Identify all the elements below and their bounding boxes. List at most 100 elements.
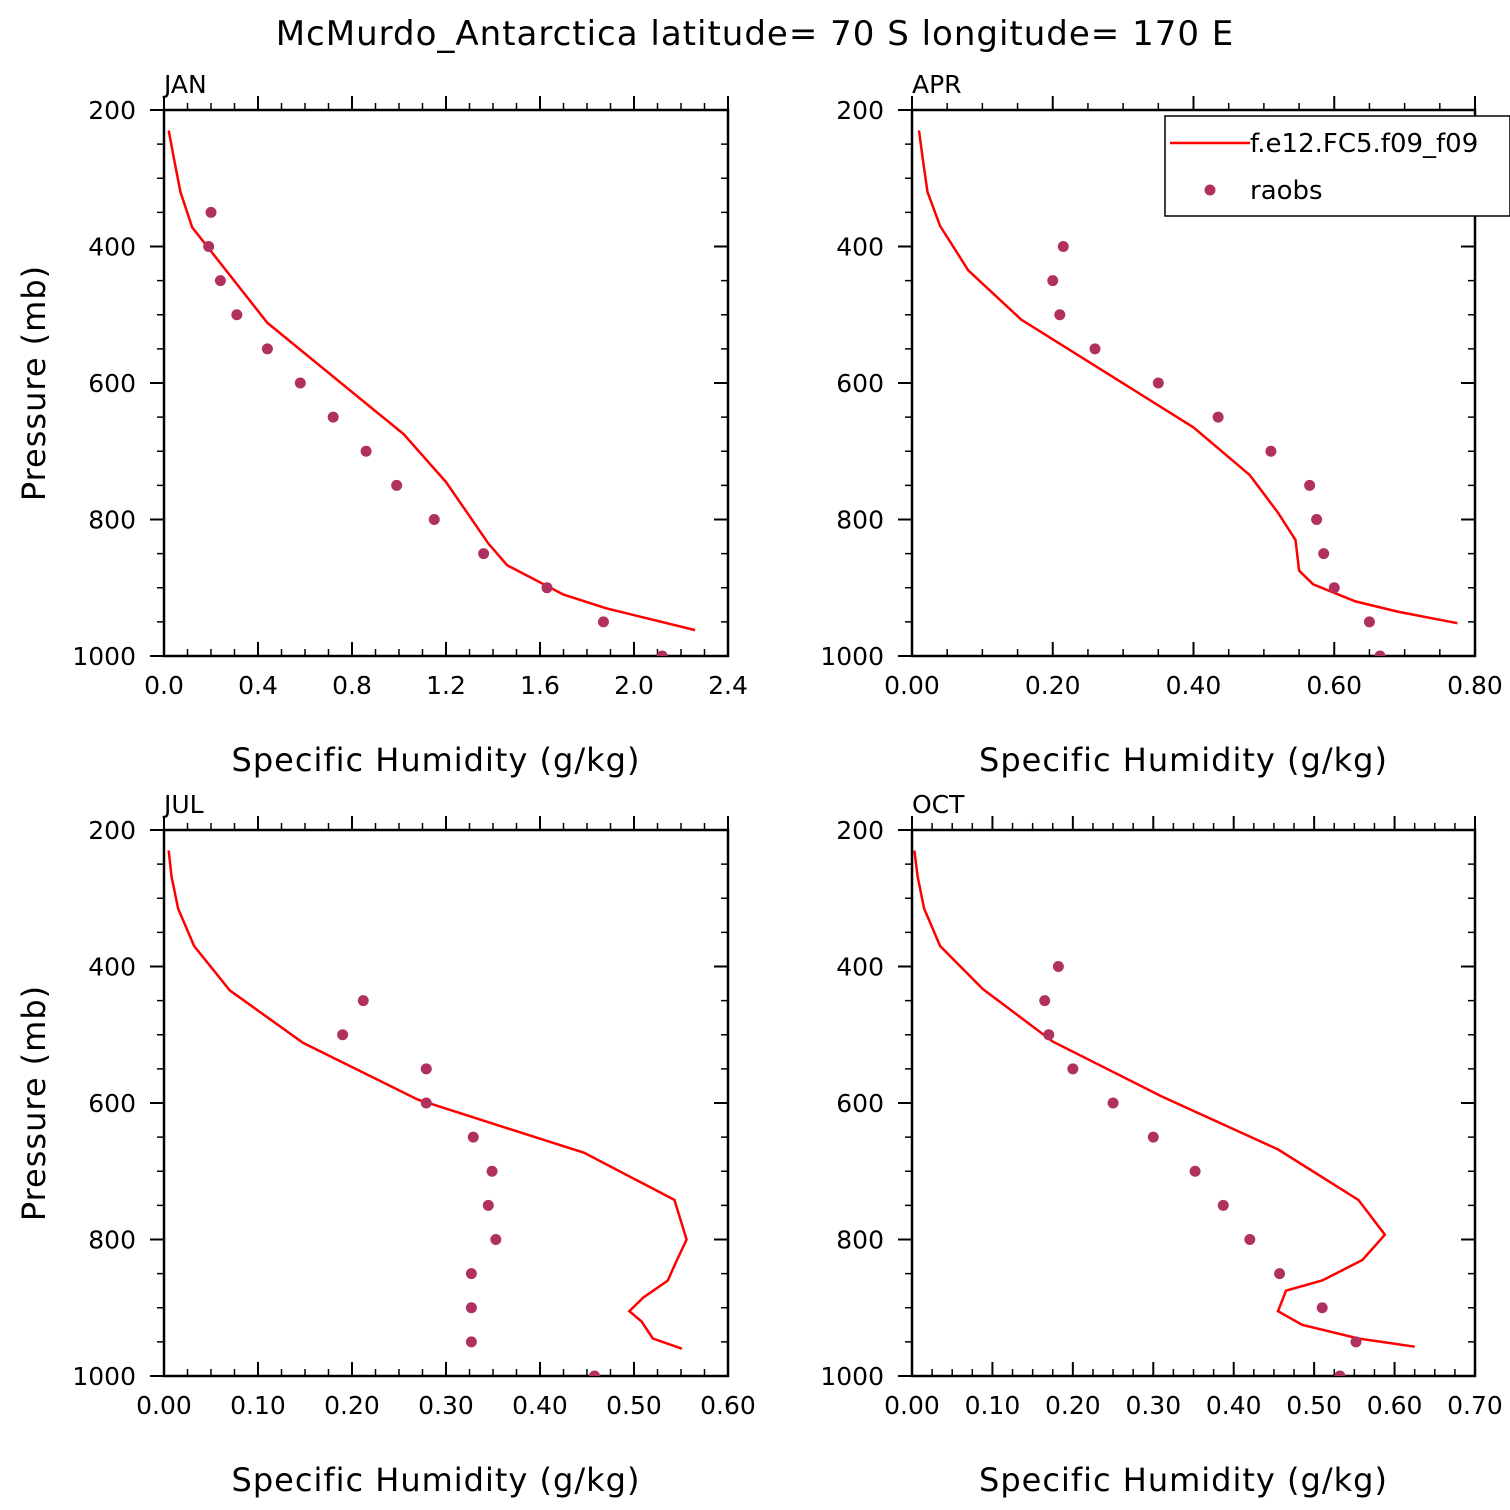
- model-line: [167, 130, 696, 632]
- x-tick-label: 0.4: [238, 671, 278, 700]
- obs-point: [337, 1029, 349, 1041]
- x-tick-label: 0.20: [1045, 1391, 1101, 1420]
- panel-label: JUL: [162, 790, 204, 819]
- obs-point: [357, 995, 369, 1007]
- obs-point: [1057, 241, 1069, 252]
- obs-point: [360, 445, 372, 457]
- obs-point: [1152, 377, 1164, 389]
- obs-point: [294, 377, 306, 389]
- x-tick-label: 0.40: [1166, 671, 1222, 700]
- obs-point: [203, 241, 215, 252]
- obs-point: [420, 1097, 432, 1109]
- obs-point: [1311, 514, 1323, 525]
- panel-jan: JAN 0.0 0.4 0.8 1.2 1.6 2.0 2.4 200 400 600 800 1000…: [15, 70, 748, 779]
- obs-point: [1039, 995, 1051, 1007]
- obs-point: [1244, 1234, 1256, 1245]
- x-axis-label: Specific Humidity (g/kg): [232, 1461, 641, 1499]
- obs-point: [214, 275, 226, 287]
- obs-point: [391, 479, 403, 491]
- x-tick-label: 1.6: [520, 671, 560, 700]
- y-tick-label: 600: [88, 1089, 136, 1118]
- obs-point: [1318, 548, 1330, 560]
- y-tick-label: 200: [88, 816, 136, 845]
- y-tick-label: 400: [836, 233, 884, 262]
- obs-point: [1212, 411, 1224, 423]
- plot-frame: [162, 108, 730, 658]
- obs-point: [1043, 1029, 1055, 1041]
- obs-point: [1089, 343, 1101, 355]
- y-tick-label: 600: [836, 369, 884, 398]
- legend-obs-label: raobs: [1250, 176, 1323, 206]
- x-tick-label: 0.60: [1306, 671, 1362, 700]
- x-tick-label: 0.40: [1206, 1391, 1262, 1420]
- x-tick-label: 0.0: [144, 671, 184, 700]
- x-tick-label: 0.20: [324, 1391, 380, 1420]
- y-tick-label: 1000: [820, 642, 884, 671]
- panel-apr: APR 0.00 0.20 0.40 0.60 0.80 200 400 600 800 1000 S…: [820, 70, 1510, 779]
- obs-point: [1054, 309, 1066, 321]
- series-group: [917, 130, 1458, 656]
- series-group: [167, 850, 688, 1376]
- y-tick-label: 200: [88, 96, 136, 125]
- x-tick-label: 0.00: [136, 1391, 192, 1420]
- obs-point: [541, 582, 553, 594]
- x-tick-label: 2.0: [614, 671, 654, 700]
- obs-point: [597, 616, 609, 628]
- obs-point: [1374, 650, 1386, 656]
- y-tick-label: 800: [836, 1226, 884, 1255]
- obs-point: [420, 1063, 432, 1075]
- obs-point: [1189, 1165, 1201, 1177]
- y-tick-label: 200: [836, 96, 884, 125]
- obs-point: [467, 1131, 479, 1143]
- y-tick-label: 800: [88, 1226, 136, 1255]
- x-tick-label: 0.60: [700, 1391, 756, 1420]
- panel-oct: OCT 0.00 0.10 0.20 0.30 0.40 0.50 0.60 0.70 200 40…: [820, 790, 1502, 1499]
- legend-model-label: f.e12.FC5.f09_f09: [1250, 129, 1478, 159]
- obs-point: [1107, 1097, 1119, 1109]
- legend-dot-swatch: [1204, 184, 1216, 196]
- obs-point: [589, 1370, 601, 1376]
- x-tick-label: 0.50: [1286, 1391, 1342, 1420]
- y-tick-label: 400: [88, 233, 136, 262]
- obs-point: [656, 650, 668, 656]
- obs-point: [428, 514, 440, 525]
- obs-point: [1334, 1370, 1346, 1376]
- x-tick-label: 2.4: [708, 671, 748, 700]
- x-tick-label: 0.10: [230, 1391, 286, 1420]
- x-tick-label: 0.8: [332, 671, 372, 700]
- y-axis-label: Pressure (mb): [15, 265, 53, 501]
- obs-point: [327, 411, 339, 423]
- y-tick-label: 400: [836, 953, 884, 982]
- obs-point: [465, 1336, 477, 1348]
- x-tick-label: 0.00: [884, 671, 940, 700]
- obs-point: [490, 1234, 502, 1245]
- plot-frame: [162, 828, 730, 1378]
- x-tick-label: 0.30: [1125, 1391, 1181, 1420]
- series-group: [913, 850, 1415, 1376]
- obs-point: [261, 343, 273, 355]
- y-tick-label: 1000: [72, 642, 136, 671]
- y-tick-label: 400: [88, 953, 136, 982]
- obs-point: [465, 1302, 477, 1314]
- panel-jul: JUL 0.00 0.10 0.20 0.30 0.40 0.50 0.60 200 400 600…: [15, 790, 756, 1499]
- obs-point: [205, 206, 217, 218]
- x-tick-label: 0.20: [1025, 671, 1081, 700]
- y-axis-label: Pressure (mb): [15, 985, 53, 1221]
- x-tick-label: 0.10: [965, 1391, 1021, 1420]
- obs-point: [1217, 1199, 1229, 1211]
- panel-label: APR: [912, 70, 962, 99]
- obs-point: [478, 548, 490, 560]
- x-tick-label: 0.60: [1367, 1391, 1423, 1420]
- obs-point: [1047, 275, 1059, 287]
- obs-point: [1147, 1131, 1159, 1143]
- obs-point: [1052, 961, 1064, 972]
- figure-title: McMurdo_Antarctica latitude= 70 S longit…: [276, 14, 1235, 54]
- plot-frame: [910, 828, 1477, 1378]
- obs-point: [1316, 1302, 1328, 1314]
- x-tick-label: 0.00: [884, 1391, 940, 1420]
- obs-point: [231, 309, 243, 321]
- x-tick-label: 1.2: [426, 671, 466, 700]
- y-tick-label: 1000: [820, 1362, 884, 1391]
- x-axis-label: Specific Humidity (g/kg): [232, 741, 641, 779]
